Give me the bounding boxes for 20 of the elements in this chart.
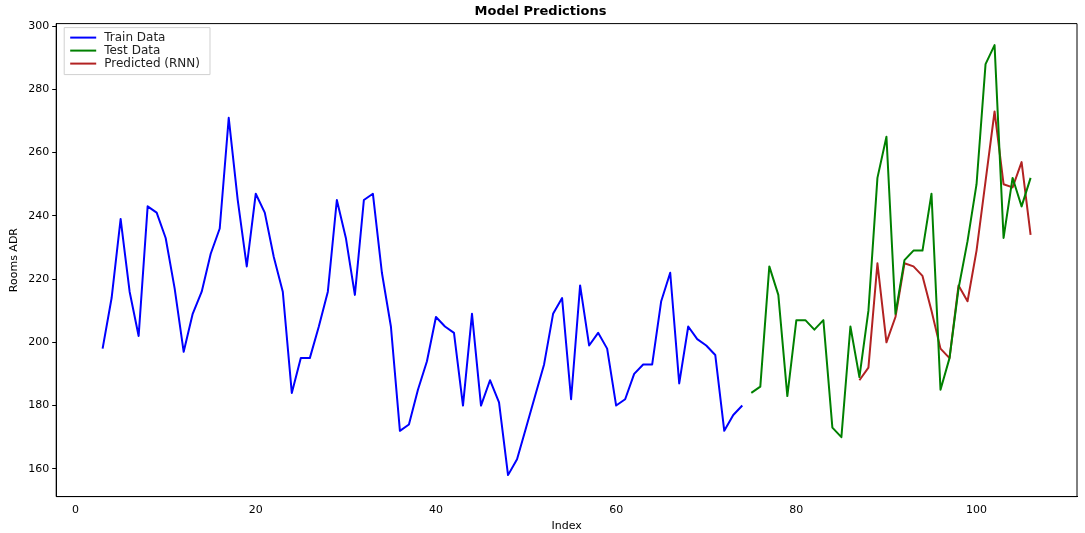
x-axis-title: Index [551,519,583,533]
y-tick-label: 260 [28,145,50,159]
x-tick-label: 20 [248,503,263,517]
x-tick-label: 80 [789,503,804,517]
legend-label: Predicted (RNN) [104,55,201,70]
y-tick-label: 280 [28,82,50,96]
y-tick-label: 220 [28,271,50,285]
x-tick-label: 0 [72,503,80,517]
x-tick-label: 100 [966,503,988,517]
y-axis-title: Rooms ADR [7,227,21,293]
y-tick-label: 300 [28,18,50,32]
chart-title: Model Predictions [474,3,607,19]
legend-label: Train Data [103,29,166,44]
x-tick-label: 40 [428,503,443,517]
legend-label: Test Data [103,42,161,57]
y-tick-label: 240 [28,208,50,222]
y-tick-label: 200 [28,335,50,349]
y-tick-label: 160 [28,461,50,475]
y-tick-label: 180 [28,398,50,412]
x-tick-label: 60 [609,503,624,517]
